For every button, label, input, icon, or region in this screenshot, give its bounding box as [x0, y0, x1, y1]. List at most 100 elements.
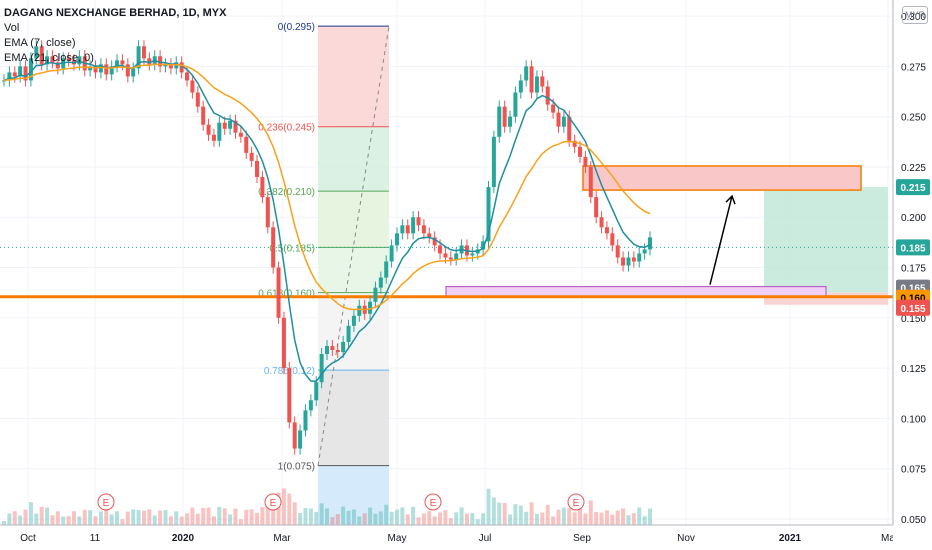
candle-body [540, 76, 545, 87]
candle-body [534, 76, 539, 93]
candle-body [298, 430, 303, 449]
volume-bar [346, 510, 351, 525]
volume-bar [330, 517, 335, 525]
earnings-marker-label: E [270, 498, 277, 509]
volume-bar [524, 511, 529, 525]
volume-bar [486, 488, 491, 525]
price-tag-label: 0.160 [900, 294, 925, 305]
candle-body [497, 106, 502, 137]
volume-bar [335, 514, 340, 525]
candle-body [508, 116, 513, 127]
volume-bar [604, 510, 609, 525]
candle-body [217, 122, 222, 141]
volume-bar [518, 505, 523, 525]
candle-body [427, 233, 432, 238]
candle-body [615, 245, 620, 258]
candle-body [346, 325, 351, 342]
y-tick-label: 0.300 [901, 12, 926, 23]
earnings-marker-label: E [573, 498, 580, 509]
candle-body [351, 315, 356, 326]
x-tick-label: Nov [677, 533, 695, 544]
volume-bar [152, 515, 157, 525]
volume-bar [2, 521, 6, 525]
candle-body [405, 225, 410, 234]
candle-body [190, 80, 195, 93]
volume-bar [357, 516, 362, 525]
candle-body [244, 136, 249, 153]
price-tag-bg [896, 299, 930, 316]
volume-bar [556, 509, 561, 525]
volume-bar [621, 508, 626, 525]
volume-bar [39, 506, 44, 525]
volume-bar [222, 508, 227, 525]
candle-body [292, 422, 297, 449]
volume-bar [195, 513, 200, 525]
y-tick-label: 0.225 [901, 163, 926, 174]
resistance-rectangle [582, 165, 862, 191]
candle-body [432, 237, 437, 246]
earnings-marker-label: E [103, 498, 110, 509]
candle-body [610, 233, 615, 246]
volume-bar [168, 516, 173, 525]
volume-bar [615, 510, 620, 525]
volume-bar [534, 513, 539, 525]
volume-bar [23, 509, 28, 525]
candle-body [276, 267, 281, 318]
candle-body [303, 410, 308, 431]
volume-bar [249, 509, 254, 525]
volume-bar [18, 515, 23, 525]
candle-body [513, 92, 518, 117]
x-tick-label: Oct [20, 533, 36, 544]
volume-bar [594, 512, 599, 525]
candle-body [238, 132, 243, 137]
price-tag-bg [896, 179, 930, 196]
candle-body [271, 227, 276, 268]
candle-body [411, 217, 416, 234]
volume-bar [104, 506, 109, 525]
candle-body [502, 106, 507, 127]
volume-bar [66, 516, 71, 525]
price-tag-label: 0.165 [900, 284, 925, 295]
candle-body [637, 253, 642, 262]
volume-bar [50, 515, 55, 525]
candle-body [524, 66, 529, 81]
volume-bar [411, 506, 416, 525]
volume-bar [319, 503, 324, 525]
volume-bar [115, 511, 120, 525]
x-tick-label: Ma [881, 533, 895, 544]
candle-body [98, 64, 103, 73]
candle-body [281, 317, 286, 369]
volume-bar [136, 510, 141, 525]
candle-body [233, 120, 238, 133]
volume-bar [201, 507, 206, 525]
candle-body [201, 106, 206, 125]
candle-body [416, 217, 421, 226]
volume-bar [325, 508, 329, 525]
volume-bar [217, 506, 222, 525]
candle-body [518, 80, 523, 93]
candle-body [626, 257, 631, 266]
candle-body [39, 46, 44, 65]
volume-bar [163, 510, 168, 525]
volume-bar [529, 502, 534, 525]
volume-bar [276, 492, 281, 525]
volume-bar [373, 513, 378, 525]
chart-title: DAGANG NEXCHANGE BERHAD, 1D, MYX [4, 7, 227, 19]
x-tick-label: May [388, 533, 407, 544]
currency-button[interactable]: MYR [902, 6, 928, 24]
x-tick-label: 2020 [172, 533, 195, 544]
earnings-marker-circle [97, 493, 115, 511]
candle-body [18, 66, 23, 77]
volume-bar [298, 512, 303, 525]
volume-bar [610, 514, 615, 525]
candle-body [448, 257, 453, 260]
arrow-line [709, 195, 733, 285]
volume-bar [158, 510, 163, 525]
volume-bar [432, 516, 437, 525]
volume-bar [82, 509, 87, 525]
volume-bar [362, 513, 367, 525]
y-tick-label: 0.150 [901, 314, 926, 325]
volume-bar [567, 508, 572, 525]
fib-level-label-6: 1(0.075) [278, 462, 315, 473]
